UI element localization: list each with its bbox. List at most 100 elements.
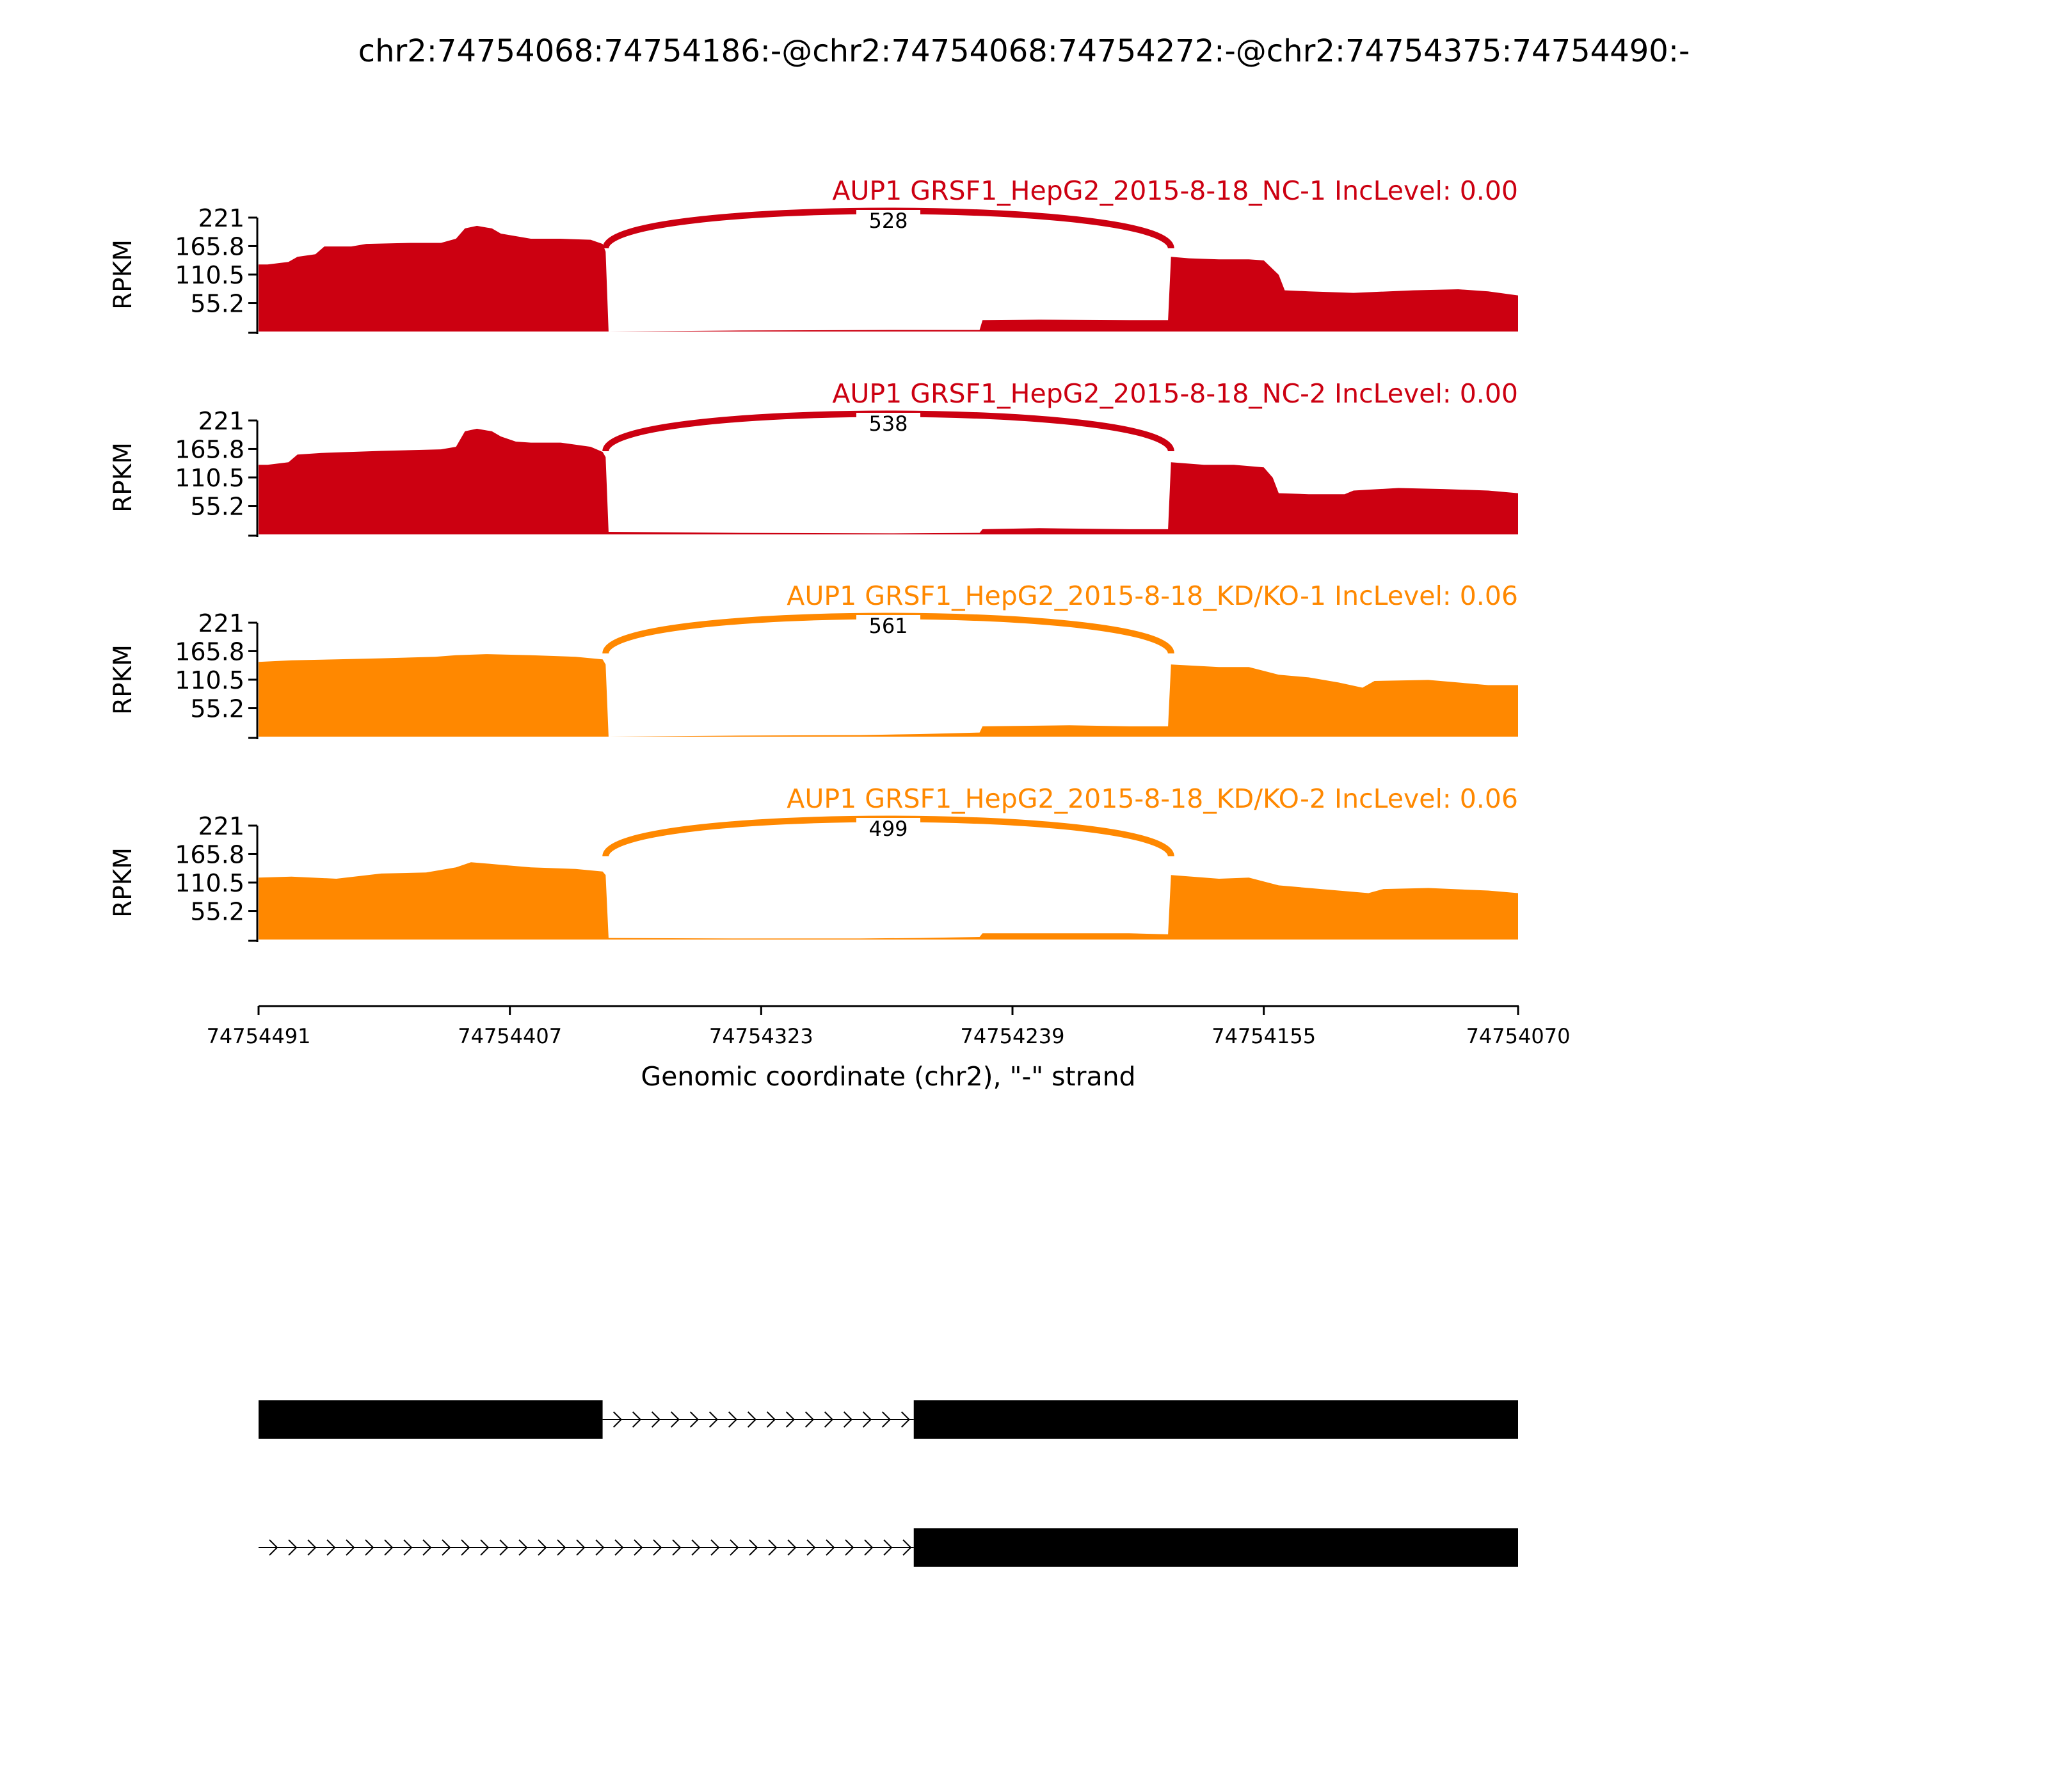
isoform-2 bbox=[259, 1528, 1518, 1567]
strand-chevron bbox=[862, 1411, 872, 1428]
track-1: 528 AUP1 GRSF1_HepG2_2015-8-18_NC-1 IncLe… bbox=[109, 175, 1518, 334]
isoform-1 bbox=[259, 1400, 1518, 1439]
exon-block bbox=[913, 1400, 1518, 1439]
x-tick-label: 74754491 bbox=[207, 1024, 311, 1048]
x-tick-label: 74754323 bbox=[709, 1024, 813, 1048]
strand-chevron bbox=[785, 1411, 795, 1428]
junction-count: 561 bbox=[868, 614, 908, 638]
y-tick-label: 221 bbox=[198, 812, 244, 840]
strand-chevron bbox=[326, 1539, 336, 1556]
strand-chevron bbox=[689, 1411, 699, 1428]
junction-label-box bbox=[856, 210, 920, 236]
strand-chevron bbox=[824, 1411, 833, 1428]
strand-chevron bbox=[384, 1539, 394, 1556]
junction-count: 528 bbox=[868, 209, 908, 233]
strand-chevron bbox=[902, 1539, 912, 1556]
y-tick-label: 55.2 bbox=[190, 493, 244, 521]
strand-chevron bbox=[883, 1539, 893, 1556]
strand-chevron bbox=[307, 1539, 317, 1556]
strand-chevron bbox=[900, 1411, 910, 1428]
strand-chevron bbox=[881, 1411, 891, 1428]
strand-chevron bbox=[787, 1539, 797, 1556]
y-tick-label: 221 bbox=[198, 204, 244, 232]
strand-chevron bbox=[346, 1539, 355, 1556]
strand-chevron bbox=[845, 1539, 854, 1556]
strand-chevron bbox=[422, 1539, 432, 1556]
strand-chevron bbox=[672, 1539, 682, 1556]
y-tick-label: 221 bbox=[198, 609, 244, 637]
strand-chevron bbox=[766, 1411, 776, 1428]
y-tick-label: 110.5 bbox=[175, 261, 244, 289]
isoform-structures bbox=[259, 1400, 1518, 1567]
chart-title: chr2:74754068:74754186:-@chr2:74754068:7… bbox=[358, 33, 1690, 69]
strand-chevron bbox=[461, 1539, 470, 1556]
y-tick-label: 55.2 bbox=[190, 898, 244, 926]
y-tick-label: 165.8 bbox=[175, 840, 244, 868]
exon-block bbox=[259, 1400, 603, 1439]
track-3: 561 AUP1 GRSF1_HepG2_2015-8-18_KD/KO-1 In… bbox=[109, 580, 1518, 739]
coverage-area bbox=[259, 862, 1518, 940]
strand-chevron bbox=[670, 1411, 680, 1428]
strand-chevron bbox=[708, 1411, 718, 1428]
strand-chevron bbox=[365, 1539, 374, 1556]
strand-chevron bbox=[403, 1539, 413, 1556]
exon-block bbox=[913, 1528, 1518, 1567]
y-tick-label: 165.8 bbox=[175, 435, 244, 463]
y-axis-label: RPKM bbox=[109, 644, 138, 715]
x-tick-label: 74754070 bbox=[1466, 1024, 1571, 1048]
coverage-area bbox=[259, 654, 1518, 737]
track-label: AUP1 GRSF1_HepG2_2015-8-18_NC-1 IncLevel… bbox=[832, 175, 1518, 206]
strand-chevron bbox=[804, 1411, 814, 1428]
strand-chevron bbox=[843, 1411, 852, 1428]
y-tick-label: 55.2 bbox=[190, 695, 244, 723]
y-tick-label: 110.5 bbox=[175, 869, 244, 897]
y-axis-label: RPKM bbox=[109, 442, 138, 513]
strand-chevron bbox=[269, 1539, 278, 1556]
y-tick-label: 221 bbox=[198, 407, 244, 435]
strand-chevron bbox=[730, 1539, 739, 1556]
y-axis-label: RPKM bbox=[109, 847, 138, 918]
y-axis-label: RPKM bbox=[109, 239, 138, 310]
coverage-tracks: 528 AUP1 GRSF1_HepG2_2015-8-18_NC-1 IncLe… bbox=[109, 175, 1518, 942]
strand-chevron bbox=[653, 1539, 662, 1556]
strand-chevron bbox=[651, 1411, 660, 1428]
strand-chevron bbox=[691, 1539, 701, 1556]
y-tick-label: 165.8 bbox=[175, 637, 244, 666]
track-label: AUP1 GRSF1_HepG2_2015-8-18_KD/KO-2 IncLe… bbox=[787, 783, 1518, 814]
strand-chevron bbox=[288, 1539, 298, 1556]
y-tick-label: 110.5 bbox=[175, 464, 244, 492]
strand-chevron bbox=[612, 1411, 622, 1428]
strand-chevron bbox=[826, 1539, 835, 1556]
x-axis-label: Genomic coordinate (chr2), "-" strand bbox=[641, 1061, 1135, 1092]
y-tick-label: 55.2 bbox=[190, 290, 244, 318]
y-tick-label: 110.5 bbox=[175, 666, 244, 694]
junction-label-box bbox=[856, 413, 920, 438]
strand-chevron bbox=[442, 1539, 451, 1556]
strand-chevron bbox=[749, 1539, 758, 1556]
x-tick-label: 74754239 bbox=[961, 1024, 1065, 1048]
strand-chevron bbox=[557, 1539, 566, 1556]
strand-chevron bbox=[499, 1539, 509, 1556]
strand-chevron bbox=[614, 1539, 624, 1556]
track-label: AUP1 GRSF1_HepG2_2015-8-18_NC-2 IncLevel… bbox=[832, 378, 1518, 409]
x-axis: 74754491 74754407 74754323 74754239 74754155… bbox=[207, 1005, 1571, 1048]
coverage-area bbox=[259, 428, 1518, 534]
strand-chevron bbox=[480, 1539, 490, 1556]
strand-chevron bbox=[728, 1411, 737, 1428]
y-tick-label: 165.8 bbox=[175, 232, 244, 260]
strand-chevron bbox=[768, 1539, 778, 1556]
strand-chevron bbox=[747, 1411, 756, 1428]
junction-count: 499 bbox=[868, 817, 908, 841]
junction-count: 538 bbox=[868, 412, 908, 436]
x-tick-label: 74754407 bbox=[458, 1024, 562, 1048]
strand-chevron bbox=[806, 1539, 816, 1556]
track-label: AUP1 GRSF1_HepG2_2015-8-18_KD/KO-1 IncLe… bbox=[787, 580, 1518, 611]
strand-chevron bbox=[632, 1411, 641, 1428]
track-4: 499 AUP1 GRSF1_HepG2_2015-8-18_KD/KO-2 In… bbox=[109, 783, 1518, 942]
strand-chevron bbox=[634, 1539, 643, 1556]
track-2: 538 AUP1 GRSF1_HepG2_2015-8-18_NC-2 IncLe… bbox=[109, 378, 1518, 537]
junction-label-box bbox=[856, 615, 920, 641]
strand-chevron bbox=[864, 1539, 874, 1556]
x-tick-label: 74754155 bbox=[1212, 1024, 1316, 1048]
